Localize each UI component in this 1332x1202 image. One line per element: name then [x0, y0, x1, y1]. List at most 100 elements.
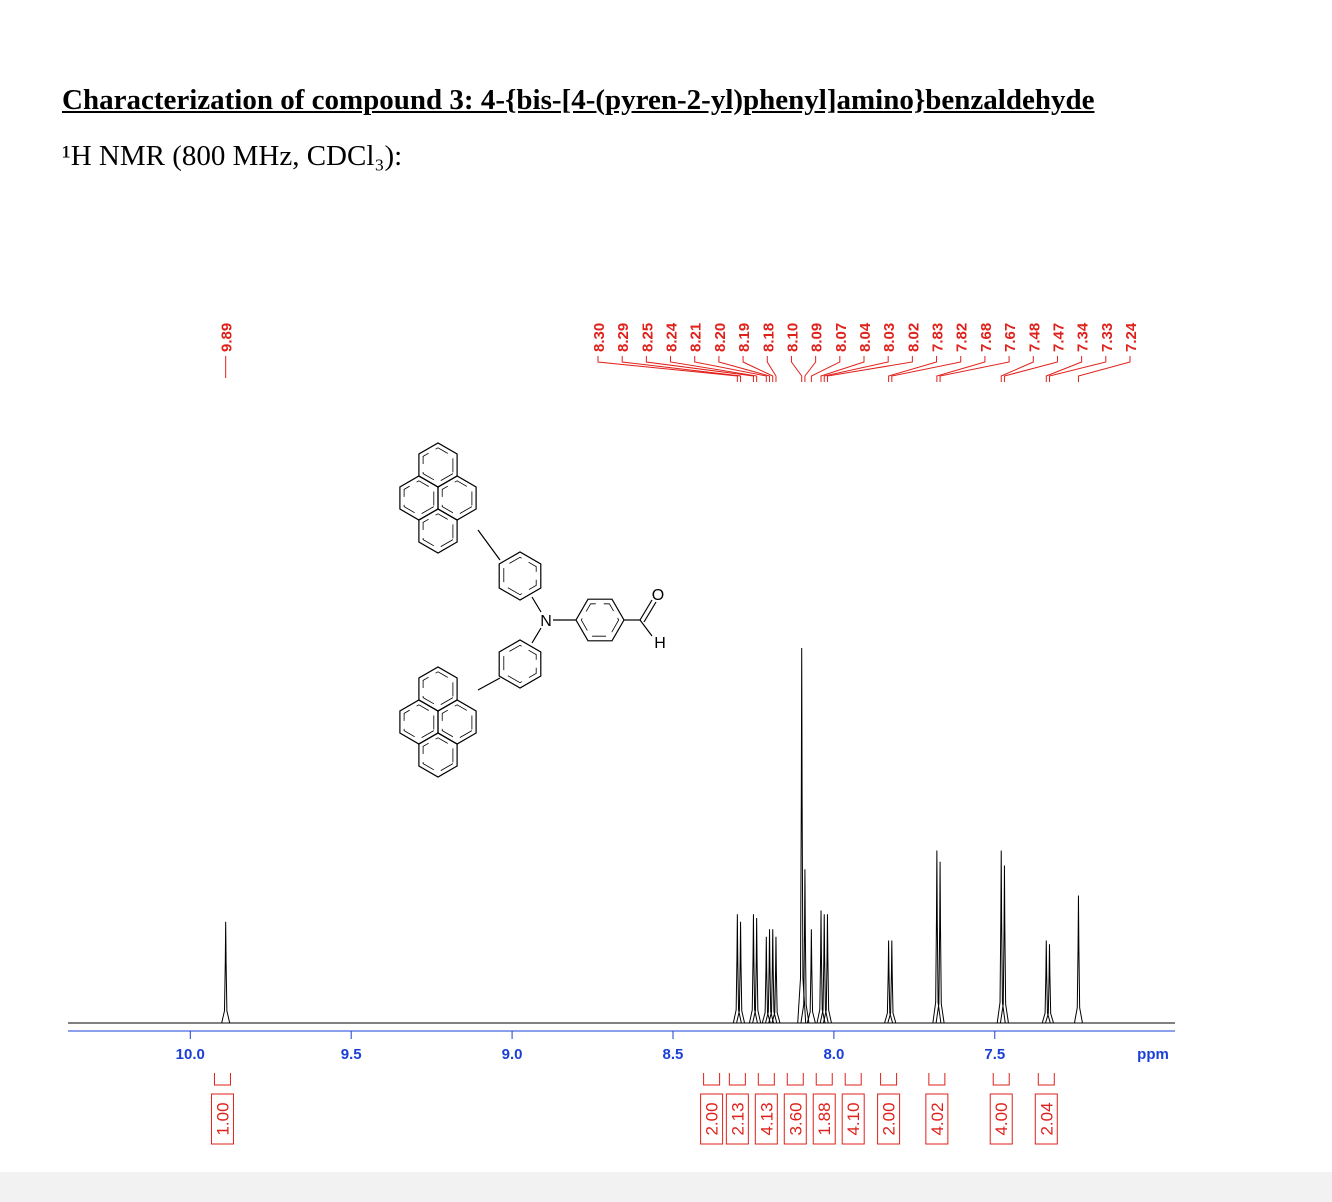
peak-connector [820, 356, 865, 382]
peak [732, 914, 742, 1024]
integral-bracket [757, 1073, 775, 1086]
integral-bracket [992, 1073, 1010, 1086]
ring-inner [580, 603, 620, 637]
peak-label: 8.02 [905, 323, 922, 352]
peak-connector [826, 356, 913, 382]
ring-inner [422, 513, 454, 549]
footer-band [0, 1172, 1332, 1202]
peak [884, 940, 894, 1024]
ring [437, 475, 477, 521]
integral-box [1034, 1093, 1058, 1145]
integral-label: 2.00 [703, 1102, 722, 1135]
peak [1045, 944, 1054, 1024]
peak-label: 8.18 [760, 323, 777, 352]
x-tick-label: 9.5 [341, 1046, 362, 1063]
ring-inner [422, 447, 454, 483]
peak-label: 7.68 [978, 323, 995, 352]
ring [418, 508, 458, 554]
bond [477, 529, 501, 561]
integral-label: 2.13 [728, 1102, 747, 1135]
heading: Characterization of compound 3: 4-{bis-[… [62, 84, 1095, 116]
peak-label: 8.03 [881, 323, 898, 352]
peak [761, 936, 771, 1024]
integral-bracket [880, 1073, 898, 1086]
peak-label: 8.21 [688, 323, 705, 352]
ring [437, 699, 477, 745]
integral-label: 2.04 [1037, 1102, 1056, 1135]
peak-connector [718, 356, 771, 382]
integral-label: 4.10 [844, 1102, 863, 1135]
atom-label: N [540, 613, 552, 630]
integral-bracket [928, 1073, 946, 1086]
ring-inner [422, 737, 454, 773]
peak [932, 850, 942, 1024]
peak [765, 929, 775, 1024]
x-tick-label: 7.5 [984, 1046, 1005, 1063]
integral-box [754, 1093, 778, 1145]
ring [399, 699, 439, 745]
bond [531, 627, 542, 644]
integral-label: 3.60 [786, 1102, 805, 1135]
x-tick-label: 8.5 [663, 1046, 684, 1063]
integral-bracket [1037, 1073, 1055, 1086]
peak [800, 869, 810, 1024]
integral-box [210, 1093, 234, 1145]
peak-connector [1049, 356, 1107, 382]
integral-label: 1.00 [213, 1102, 232, 1135]
peak-connector [1000, 356, 1034, 382]
ring-inner [422, 671, 454, 707]
peak-label: 7.33 [1099, 323, 1116, 352]
peak-connector [790, 356, 803, 382]
peak-connector [1045, 356, 1083, 382]
bond [531, 596, 542, 613]
ring [498, 639, 542, 689]
integral-box [925, 1093, 949, 1145]
bond [643, 601, 657, 623]
peak [822, 914, 832, 1024]
peak [996, 850, 1006, 1024]
peak-connector [597, 356, 738, 382]
peak-label: 8.04 [857, 322, 874, 352]
peak-label: 8.07 [833, 323, 850, 352]
peak-label: 7.67 [1002, 323, 1019, 352]
integral-box [812, 1093, 836, 1145]
ring [399, 475, 439, 521]
integral-box [725, 1093, 749, 1145]
x-tick-label: 9.0 [502, 1046, 523, 1063]
ring [498, 551, 542, 601]
peak-label: 8.25 [639, 323, 656, 352]
peak-connector [888, 356, 938, 382]
peak [999, 865, 1009, 1024]
peak-connector [1077, 356, 1131, 382]
ring-inner [503, 556, 537, 596]
peak-label: 7.24 [1123, 322, 1140, 352]
integral-box [989, 1093, 1013, 1145]
peak-label: 7.82 [954, 323, 971, 352]
atom-label: H [654, 635, 666, 652]
peak-connector [1003, 356, 1058, 382]
peak-connector [621, 356, 742, 382]
integral-label: 2.00 [880, 1102, 899, 1135]
integral-box [877, 1093, 901, 1145]
subheading: ¹H NMR (800 MHz, CDCl₃): [62, 140, 403, 172]
peak-label: 8.30 [591, 323, 608, 352]
integral-box [841, 1093, 865, 1145]
peak [819, 914, 829, 1024]
peak [768, 929, 778, 1024]
ring [418, 442, 458, 488]
peak [736, 921, 746, 1024]
peak-label: 7.83 [930, 323, 947, 352]
x-tick-label: 10.0 [176, 1046, 205, 1063]
peak-label: 7.47 [1050, 323, 1067, 352]
ring [575, 598, 625, 642]
peak [1041, 940, 1051, 1024]
peak-label: 8.24 [664, 322, 681, 352]
integral-bracket [786, 1073, 804, 1086]
peak-connector [694, 356, 767, 382]
integral-label: 4.13 [757, 1102, 776, 1135]
integral-box [700, 1093, 724, 1145]
atom-label: O [652, 587, 664, 604]
peak [752, 917, 762, 1024]
integral-bracket [703, 1073, 721, 1086]
